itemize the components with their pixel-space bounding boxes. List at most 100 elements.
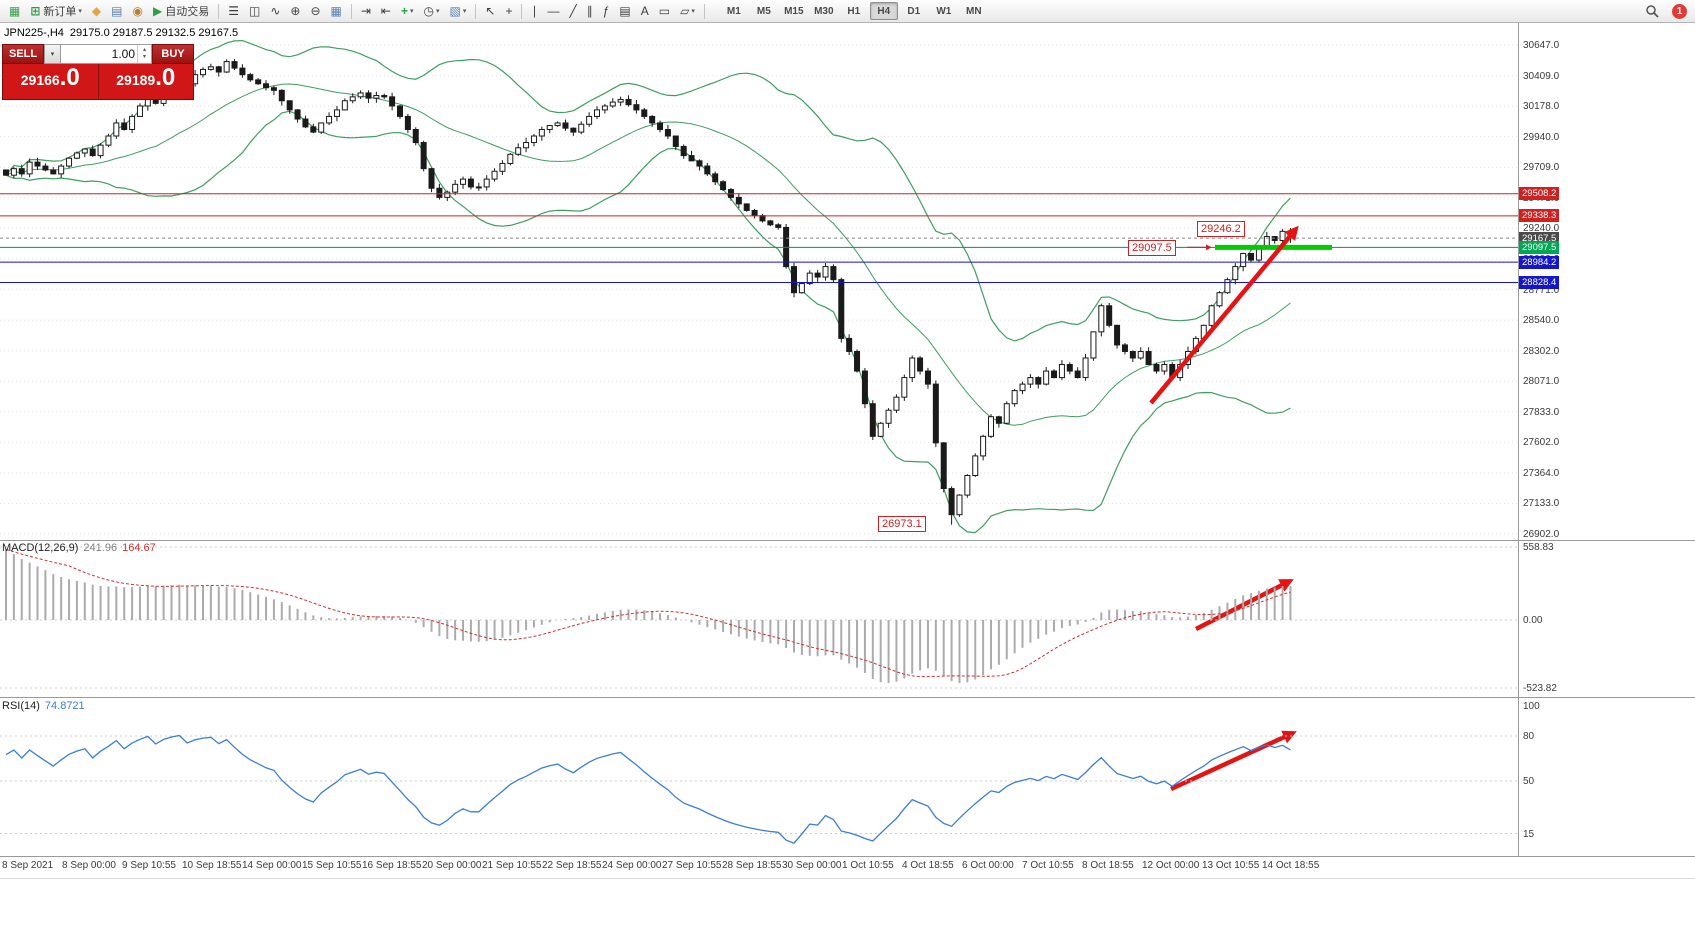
play-icon: ▶ — [152, 4, 163, 18]
timeframe-h1-button[interactable]: H1 — [847, 5, 861, 17]
time-axis-label: 28 Sep 18:55 — [722, 860, 782, 871]
toolbar-templates-button[interactable]: ▧ ▾ — [446, 1, 471, 21]
macd-main-value: 241.96 — [83, 542, 118, 554]
toolbar-periods-button[interactable]: ◷ ▾ — [420, 1, 444, 21]
toolbar-label-button[interactable]: ▭ — [655, 1, 674, 21]
toolbar-line-chart-style-button[interactable]: ∿ — [266, 1, 284, 21]
zoom-out-icon: ⊖ — [310, 4, 321, 18]
timeframe-m15-button[interactable]: M15 — [784, 5, 804, 17]
spinner-down-icon: ▾ — [142, 54, 146, 60]
chevron-down-icon: ▾ — [462, 8, 467, 15]
price-axis-label: 28540.0 — [1523, 315, 1560, 327]
toolbar-community-button[interactable]: ◉ — [129, 1, 147, 21]
rsi-value: 74.8721 — [44, 700, 85, 712]
toolbar-vertical-line-button[interactable]: ∣ — [527, 1, 541, 21]
toolbar-indicators-button[interactable]: + ▾ — [397, 1, 418, 21]
time-axis-label: 8 Sep 2021 — [2, 860, 54, 871]
one-click-trading-panel: SELL ▾ ▴▾ BUY 29166.0 29189.0 — [2, 44, 194, 100]
timeframe-m30-button[interactable]: M30 — [814, 5, 834, 17]
chart-ohlc-label: JPN225-,H4 29175.0 29187.5 29132.5 29167.… — [4, 27, 244, 39]
volume-field: ▴▾ — [61, 44, 152, 64]
toolbar-cursor-button[interactable]: ↖ — [481, 1, 499, 21]
macd-panel — [0, 546, 1518, 689]
toolbar-grid-button[interactable]: ▤ — [615, 1, 634, 21]
annotation-recent-high[interactable]: 29246.2 — [1197, 221, 1245, 237]
price-axis-label: 29240.0 — [1523, 223, 1560, 235]
candles-layer — [3, 59, 1294, 525]
timeframe-d1-button[interactable]: D1 — [907, 5, 921, 17]
toolbar-separator — [350, 3, 352, 19]
toolbar-shapes-button[interactable]: ▱ ▾ — [676, 1, 699, 21]
timeframe-w1-button[interactable]: W1 — [936, 5, 952, 17]
time-axis-label: 20 Sep 00:00 — [422, 860, 482, 871]
toolbar-crosshair-button[interactable]: + — [501, 1, 516, 21]
toolbar-codebase-button[interactable]: ▤ — [107, 1, 126, 21]
spinner-up-icon: ▴ — [142, 47, 146, 54]
toolbar-separator — [218, 3, 220, 19]
new-order-icon: ⊞ — [30, 4, 41, 18]
shapes-icon: ▱ — [680, 4, 690, 18]
toolbar-right-group: 1 — [1640, 1, 1691, 21]
toolbar-chart-shift-button[interactable]: ⇤ — [377, 1, 395, 21]
timeframe-h4-button[interactable]: H4 — [869, 2, 898, 20]
toolbar-horizontal-line-button[interactable]: ― — [543, 1, 563, 21]
timeframe-m5-button[interactable]: M5 — [756, 5, 771, 17]
toolbar-market-button[interactable]: ◆ — [88, 1, 105, 21]
toolbar-trendline-button[interactable]: ╱ — [565, 1, 580, 21]
price-axis-label: 29940.0 — [1523, 131, 1560, 143]
search-button[interactable] — [1641, 1, 1663, 21]
volume-spinner[interactable]: ▴ ▾ — [137, 45, 151, 63]
toolbar-auto-trading-label: 自动交易 — [165, 6, 210, 18]
toolbar-fibonacci-button[interactable]: ƒ — [599, 1, 614, 21]
toolbar-zoom-in-button[interactable]: ⊕ — [286, 1, 304, 21]
grid-icon: ▤ — [619, 4, 631, 18]
toolbar-text-button[interactable]: A — [637, 1, 653, 21]
trendline-icon: ╱ — [569, 4, 577, 18]
price-axis-label: 29709.0 — [1523, 162, 1560, 174]
timeframe-mn-button[interactable]: MN — [966, 5, 982, 17]
app-icon: ▦ — [9, 4, 21, 18]
level-lines[interactable] — [0, 193, 1518, 283]
trade-options-dropdown[interactable]: ▾ — [44, 44, 61, 64]
time-axis-label: 9 Sep 10:55 — [122, 860, 176, 871]
trend-arrows[interactable] — [1149, 225, 1299, 792]
sell-button[interactable]: SELL — [2, 44, 44, 64]
time-axis-label: 7 Oct 10:55 — [1022, 860, 1074, 871]
toolbar-tile-windows-button[interactable]: ▦ — [327, 1, 346, 21]
crosshair-icon: + — [505, 4, 513, 18]
price-tag: 29097.5 — [1519, 240, 1560, 254]
notification-badge[interactable]: 1 — [1672, 3, 1687, 19]
time-axis-label: 4 Oct 18:55 — [902, 860, 954, 871]
toolbar-new-order-button[interactable]: ⊞ 新订单 ▾ — [26, 1, 86, 21]
volume-input[interactable] — [61, 45, 137, 63]
toolbar-new-chart-button[interactable]: ▦ — [5, 1, 24, 21]
toolbar-separator — [475, 3, 477, 19]
time-axis-label: 24 Sep 00:00 — [602, 860, 662, 871]
toolbar-bar-chart-style-button[interactable]: ☰ — [224, 1, 243, 21]
annotation-session-low[interactable]: 26973.1 — [878, 516, 926, 532]
price-tag: 29508.2 — [1519, 187, 1560, 201]
time-axis-label: 6 Oct 00:00 — [962, 860, 1014, 871]
toolbar-auto-scroll-button[interactable]: ⇥ — [357, 1, 375, 21]
toolbar-zoom-out-button[interactable]: ⊖ — [306, 1, 324, 21]
buy-price-button[interactable]: 29189.0 — [97, 64, 194, 99]
toolbar-candle-chart-style-button[interactable]: ◫ — [245, 1, 264, 21]
time-axis-label: 8 Oct 18:55 — [1082, 860, 1134, 871]
buy-button[interactable]: BUY — [152, 44, 194, 64]
price-axis-label: 27602.0 — [1523, 437, 1560, 449]
toolbar-channel-button[interactable]: ∥ — [583, 1, 597, 21]
market-icon: ◆ — [91, 4, 102, 18]
price-axis-label: 27133.0 — [1523, 498, 1560, 510]
chevron-down-icon: ▾ — [78, 8, 82, 15]
price-axis-label: 28302.0 — [1523, 345, 1560, 357]
clock-icon: ◷ — [423, 4, 434, 18]
toolbar-auto-trading-button[interactable]: ▶ 自动交易 — [149, 1, 213, 21]
annotation-support-level[interactable]: 29097.5 — [1128, 240, 1176, 256]
sell-price-button[interactable]: 29166.0 — [3, 64, 98, 99]
label-icon: ▭ — [658, 4, 671, 18]
rsi-axis-label: 100 — [1523, 701, 1540, 712]
timeframe-m1-button[interactable]: M1 — [726, 5, 741, 17]
price-axis-label: 27833.0 — [1523, 406, 1560, 418]
